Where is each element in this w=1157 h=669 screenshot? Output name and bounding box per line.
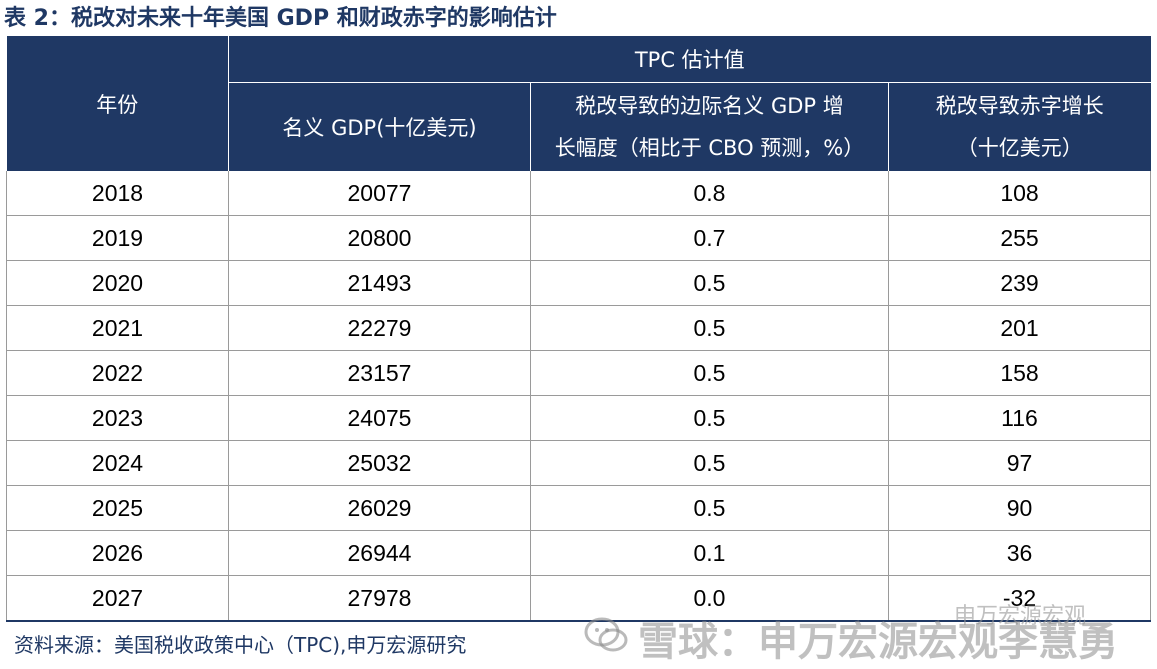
table-row: 2027 27978 0.0 -32: [6, 575, 1151, 622]
header-year-label: 年份: [96, 92, 139, 117]
table-row: 2018 20077 0.8 108: [6, 171, 1151, 216]
header-deficit-line2: （十亿美元）: [956, 136, 1083, 160]
header-growth-line2: 长幅度（相比于 CBO 预测，%）: [554, 136, 865, 160]
cell-growth: 0.5: [530, 305, 889, 351]
header-growth-line1: 税改导致的边际名义 GDP 增: [575, 94, 844, 118]
header-group-label: TPC 估计值: [634, 48, 745, 72]
cell-year: 2025: [6, 485, 229, 531]
table-row: 2025 26029 0.5 90: [6, 485, 1151, 531]
tax-impact-table: 年份 TPC 估计值 名义 GDP(十亿美元) 税改导致的边际名义 GDP 增 …: [6, 36, 1151, 622]
cell-deficit: 201: [888, 305, 1151, 351]
cell-deficit: 239: [888, 260, 1151, 306]
table-row: 2024 25032 0.5 97: [6, 440, 1151, 486]
cell-growth: 0.5: [530, 440, 889, 486]
table-row: 2022 23157 0.5 158: [6, 350, 1151, 396]
cell-gdp: 26944: [228, 530, 531, 576]
cell-year: 2018: [6, 171, 229, 216]
cell-deficit: 255: [888, 215, 1151, 261]
table-row: 2023 24075 0.5 116: [6, 395, 1151, 441]
cell-gdp: 22279: [228, 305, 531, 351]
cell-growth: 0.7: [530, 215, 889, 261]
header-group-tpc: TPC 估计值: [228, 36, 1151, 83]
cell-deficit: 116: [888, 395, 1151, 441]
table-row: 2019 20800 0.7 255: [6, 215, 1151, 261]
header-deficit-line1: 税改导致赤字增长: [935, 94, 1104, 118]
table-title: 表 2：税改对未来十年美国 GDP 和财政赤字的影响估计: [4, 6, 557, 31]
cell-growth: 0.1: [530, 530, 889, 576]
cell-year: 2022: [6, 350, 229, 396]
cell-growth: 0.5: [530, 485, 889, 531]
cell-deficit: 158: [888, 350, 1151, 396]
cell-gdp: 23157: [228, 350, 531, 396]
header-gdp-label: 名义 GDP(十亿美元): [282, 116, 477, 140]
cell-year: 2019: [6, 215, 229, 261]
cell-year: 2021: [6, 305, 229, 351]
cell-year: 2024: [6, 440, 229, 486]
cell-deficit: 108: [888, 171, 1151, 216]
cell-year: 2027: [6, 575, 229, 622]
cell-growth: 0.0: [530, 575, 889, 622]
cell-gdp: 24075: [228, 395, 531, 441]
cell-gdp: 21493: [228, 260, 531, 306]
cell-gdp: 26029: [228, 485, 531, 531]
cell-year: 2023: [6, 395, 229, 441]
source-note: 资料来源：美国税收政策中心（TPC),申万宏源研究: [14, 633, 467, 657]
table-row: 2020 21493 0.5 239: [6, 260, 1151, 306]
watermark-main-text: 雪球：申万宏源宏观李慧勇: [638, 619, 1118, 665]
header-deficit: 税改导致赤字增长 （十亿美元）: [888, 82, 1151, 171]
header-gdp: 名义 GDP(十亿美元): [228, 82, 531, 171]
cell-growth: 0.5: [530, 260, 889, 306]
cell-year: 2020: [6, 260, 229, 306]
table-row: 2026 26944 0.1 36: [6, 530, 1151, 576]
cell-deficit: -32: [888, 575, 1151, 622]
cell-deficit: 36: [888, 530, 1151, 576]
cell-growth: 0.8: [530, 171, 889, 216]
cell-year: 2026: [6, 530, 229, 576]
cell-growth: 0.5: [530, 350, 889, 396]
header-growth: 税改导致的边际名义 GDP 增 长幅度（相比于 CBO 预测，%）: [530, 82, 889, 171]
cell-gdp: 20077: [228, 171, 531, 216]
table-row: 2021 22279 0.5 201: [6, 305, 1151, 351]
cell-deficit: 90: [888, 485, 1151, 531]
cell-gdp: 25032: [228, 440, 531, 486]
cell-gdp: 27978: [228, 575, 531, 622]
cell-deficit: 97: [888, 440, 1151, 486]
header-year: 年份: [6, 36, 229, 171]
cell-gdp: 20800: [228, 215, 531, 261]
cell-growth: 0.5: [530, 395, 889, 441]
